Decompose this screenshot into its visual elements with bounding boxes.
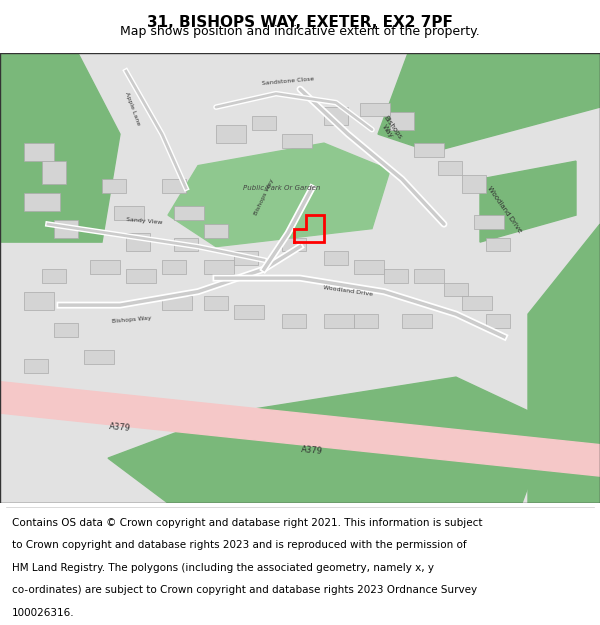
Bar [438, 161, 462, 174]
Bar [114, 206, 144, 219]
Bar [54, 323, 78, 337]
Bar [402, 314, 432, 328]
Text: HM Land Registry. The polygons (including the associated geometry, namely x, y: HM Land Registry. The polygons (includin… [12, 563, 434, 573]
Bar [162, 296, 192, 309]
Text: Bishops Way: Bishops Way [112, 316, 152, 324]
Text: Contains OS data © Crown copyright and database right 2021. This information is : Contains OS data © Crown copyright and d… [12, 518, 482, 528]
Text: Sandstone Close: Sandstone Close [262, 76, 314, 86]
Text: 100026316.: 100026316. [12, 608, 74, 618]
Bar [42, 161, 66, 184]
Bar [444, 282, 468, 296]
Text: Public Park Or Garden: Public Park Or Garden [244, 185, 320, 191]
Bar [174, 206, 204, 219]
Bar [42, 269, 66, 282]
Bar [360, 102, 390, 116]
Text: A379: A379 [109, 422, 131, 433]
Bar [486, 314, 510, 328]
Bar [282, 134, 312, 148]
Bar [216, 125, 246, 143]
Bar [462, 174, 486, 192]
Bar [174, 238, 198, 251]
Bar [204, 260, 234, 274]
Text: Map shows position and indicative extent of the property.: Map shows position and indicative extent… [120, 25, 480, 38]
Bar [486, 238, 510, 251]
Bar [354, 314, 378, 328]
Polygon shape [0, 382, 600, 476]
Bar [234, 305, 264, 319]
Bar [126, 233, 150, 251]
Bar [24, 292, 54, 309]
Bar [414, 143, 444, 157]
Bar [162, 179, 186, 192]
Bar [90, 260, 120, 274]
Bar [162, 260, 186, 274]
Bar [204, 296, 228, 309]
Bar [474, 215, 504, 229]
Polygon shape [168, 143, 390, 247]
Text: Woodland Drive: Woodland Drive [323, 285, 373, 297]
Bar [24, 143, 54, 161]
Bar [282, 238, 306, 251]
Bar [354, 260, 384, 274]
Bar [384, 269, 408, 282]
Bar [252, 116, 276, 129]
Bar [102, 179, 126, 192]
Bar [84, 350, 114, 364]
Text: Sandy View: Sandy View [125, 217, 163, 225]
Bar [324, 251, 348, 264]
Polygon shape [108, 377, 552, 503]
Bar [54, 219, 78, 238]
Text: 31, BISHOPS WAY, EXETER, EX2 7PF: 31, BISHOPS WAY, EXETER, EX2 7PF [147, 15, 453, 30]
Text: Bishops
Way: Bishops Way [377, 114, 403, 144]
Bar [462, 296, 492, 309]
Bar [324, 314, 354, 328]
Bar [126, 269, 156, 282]
Bar [204, 224, 228, 238]
Bar [414, 269, 444, 282]
Bar [390, 112, 414, 129]
Bar [234, 251, 258, 264]
Text: co-ordinates) are subject to Crown copyright and database rights 2023 Ordnance S: co-ordinates) are subject to Crown copyr… [12, 586, 477, 596]
Polygon shape [378, 53, 600, 152]
Bar [24, 192, 60, 211]
Bar [24, 359, 48, 372]
Polygon shape [0, 53, 120, 242]
Polygon shape [480, 161, 576, 242]
Text: Woodland Drive: Woodland Drive [485, 186, 523, 234]
Bar [324, 107, 348, 125]
Text: A379: A379 [301, 445, 323, 456]
Text: Apple Lane: Apple Lane [124, 91, 140, 126]
Polygon shape [528, 224, 600, 503]
Text: to Crown copyright and database rights 2023 and is reproduced with the permissio: to Crown copyright and database rights 2… [12, 540, 467, 550]
Bar [282, 314, 306, 328]
Text: Bishops Way: Bishops Way [253, 178, 275, 216]
